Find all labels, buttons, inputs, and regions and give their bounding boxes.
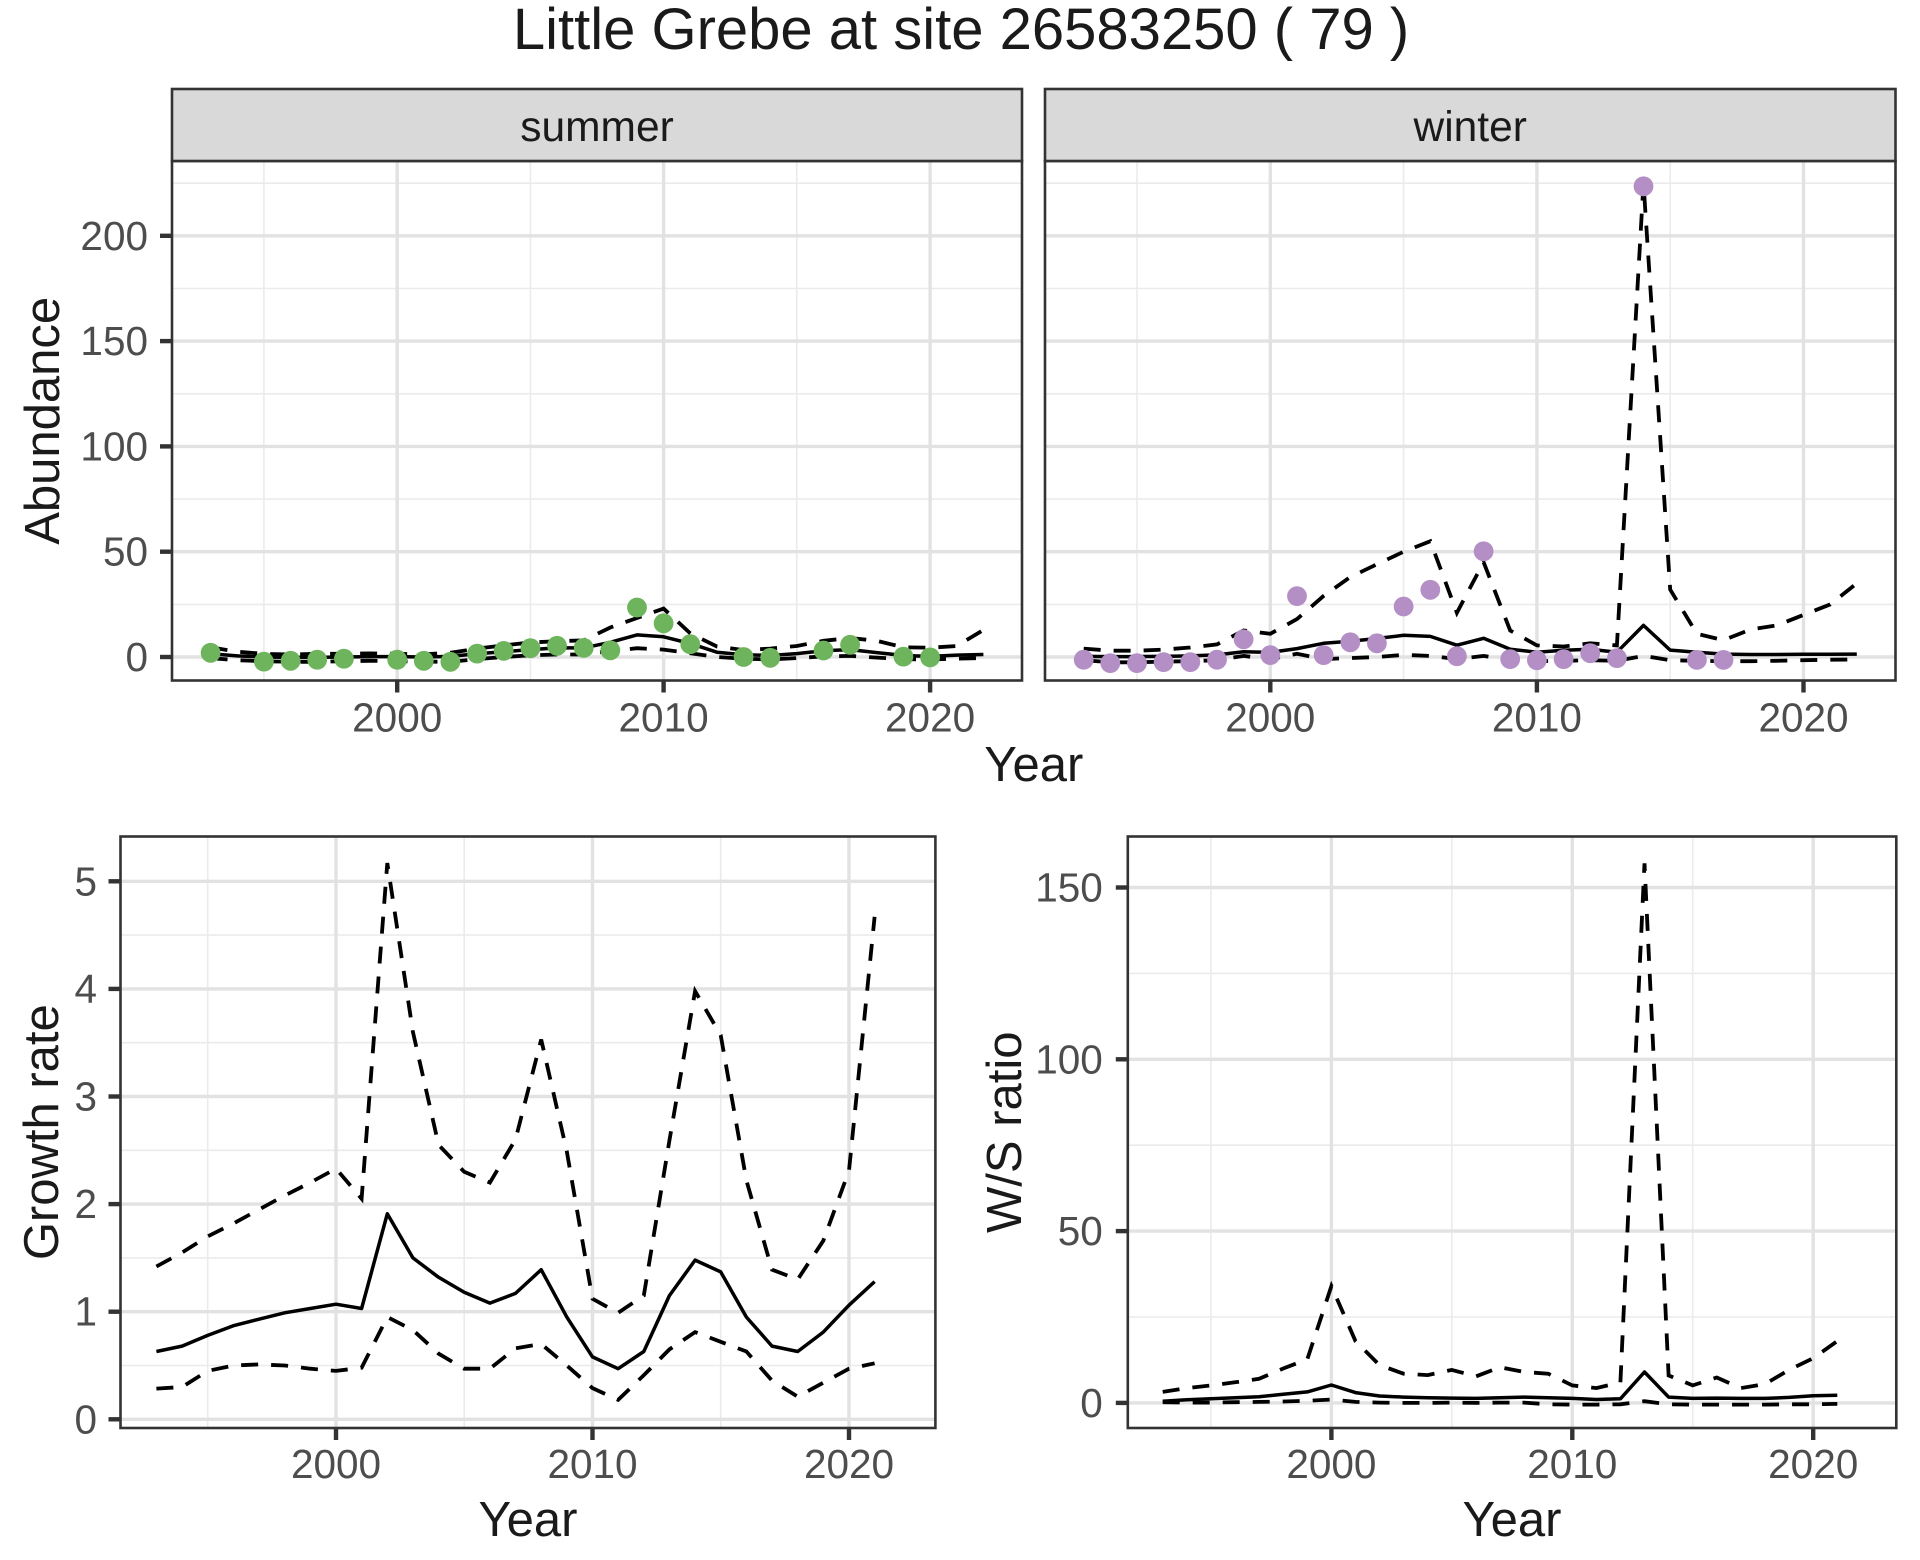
svg-text:2000: 2000	[1225, 695, 1315, 741]
svg-text:3: 3	[74, 1074, 97, 1120]
svg-text:2010: 2010	[1492, 695, 1582, 741]
svg-text:0: 0	[125, 634, 148, 680]
svg-text:2010: 2010	[1527, 1441, 1617, 1487]
svg-text:150: 150	[80, 318, 148, 364]
svg-text:2020: 2020	[1768, 1441, 1858, 1487]
svg-text:Year: Year	[984, 738, 1083, 792]
svg-text:5: 5	[74, 858, 97, 904]
svg-text:100: 100	[1035, 1036, 1103, 1082]
svg-text:Year: Year	[478, 1493, 577, 1547]
svg-text:0: 0	[74, 1396, 97, 1442]
svg-text:100: 100	[80, 423, 148, 469]
svg-text:Little Grebe at site 26583250: Little Grebe at site 26583250 ( 79 )	[513, 0, 1409, 62]
svg-text:2000: 2000	[352, 695, 442, 741]
svg-text:2020: 2020	[1758, 695, 1848, 741]
svg-text:2: 2	[74, 1181, 97, 1227]
svg-text:2020: 2020	[885, 695, 975, 741]
svg-text:W/S ratio: W/S ratio	[978, 1031, 1032, 1232]
svg-text:200: 200	[80, 213, 148, 259]
svg-text:summer: summer	[520, 104, 673, 151]
svg-text:2010: 2010	[619, 695, 709, 741]
svg-text:Growth rate: Growth rate	[15, 1004, 69, 1260]
svg-text:Abundance: Abundance	[16, 297, 70, 545]
svg-text:winter: winter	[1413, 104, 1527, 151]
svg-text:4: 4	[74, 966, 97, 1012]
svg-text:2000: 2000	[291, 1441, 381, 1487]
svg-text:50: 50	[103, 529, 148, 575]
svg-text:2020: 2020	[804, 1441, 894, 1487]
svg-text:2010: 2010	[547, 1441, 637, 1487]
svg-text:0: 0	[1080, 1380, 1103, 1426]
svg-text:1: 1	[74, 1289, 97, 1335]
svg-text:2000: 2000	[1286, 1441, 1376, 1487]
svg-text:150: 150	[1035, 865, 1103, 911]
svg-text:Year: Year	[1462, 1493, 1561, 1547]
svg-text:50: 50	[1058, 1208, 1103, 1254]
